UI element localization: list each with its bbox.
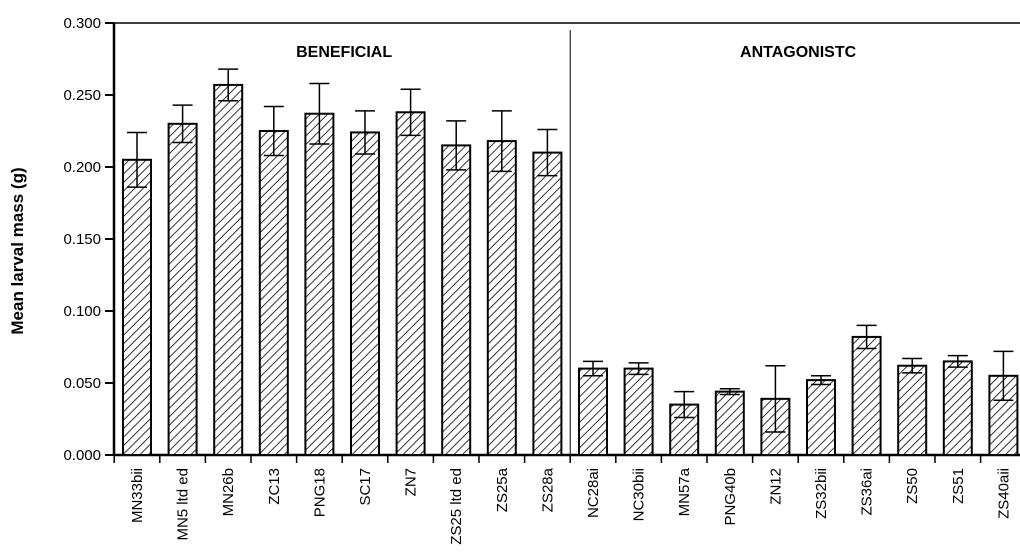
y-tick-label: 0.100 [63,303,101,320]
bar [486,140,517,457]
bar [441,144,472,456]
bar [213,83,244,456]
x-tick-label: ZN12 [767,468,784,505]
x-tick-label: NC28ai [585,468,602,518]
x-tick-label: PNG40b [722,468,739,526]
x-tick-label: PNG18 [311,468,328,517]
bar [714,390,745,457]
x-tick-label: ZS32bii [813,468,830,519]
y-tick-label: 0.150 [63,231,101,248]
x-tick-label: ZS36ai [859,468,876,516]
y-axis-title: Mean larval mass (g) [8,167,27,334]
x-tick-label: ZC13 [266,468,283,505]
x-tick-label: ZS40aii [995,468,1012,519]
x-tick-label: SC17 [357,468,374,506]
y-tick-label: 0.050 [63,375,101,392]
bar [304,112,335,456]
group-label: ANTAGONISTC [740,44,857,61]
bar-series: MN33bii MN5 ltd ed MN26b ZC13 PNG18 SC17 ZN7 ZS… [122,68,1019,545]
bar [942,360,973,456]
x-tick-label: ZS25 ltd ed [448,468,465,545]
y-tick-label: 0.000 [63,447,101,464]
bar [167,122,198,457]
bar [395,111,426,456]
x-tick-label: MN26b [220,468,237,516]
x-tick-label: ZS25a [494,467,511,512]
x-tick-label: MN33bii [129,468,146,523]
y-tick-label: 0.250 [63,87,101,104]
x-tick-label: ZS28a [539,467,556,512]
x-axis [113,453,1020,463]
bar [122,158,152,457]
y-tick-label: 0.200 [63,159,101,176]
bar [350,131,380,456]
bar [897,364,928,456]
x-tick-label: ZS50 [904,468,921,504]
bar [258,130,289,456]
x-tick-label: ZN7 [403,468,420,496]
x-tick-label: NC30bii [631,468,648,521]
bar [806,379,836,456]
bar [851,335,882,457]
x-tick-label: MN57a [676,467,693,516]
bar [578,367,608,457]
y-tick-label: 0.300 [63,15,101,32]
x-tick-label: MN5 ltd ed [175,468,192,541]
group-label: BENEFICIAL [296,44,392,61]
bar [623,367,654,457]
group-annotations: BENEFICIAL ANTAGONISTC [114,22,1020,455]
bar [532,151,563,456]
y-axis: 0.000 0.050 0.100 0.150 0.200 0.250 0.300 [63,15,116,464]
x-tick-label: ZS51 [950,468,967,504]
